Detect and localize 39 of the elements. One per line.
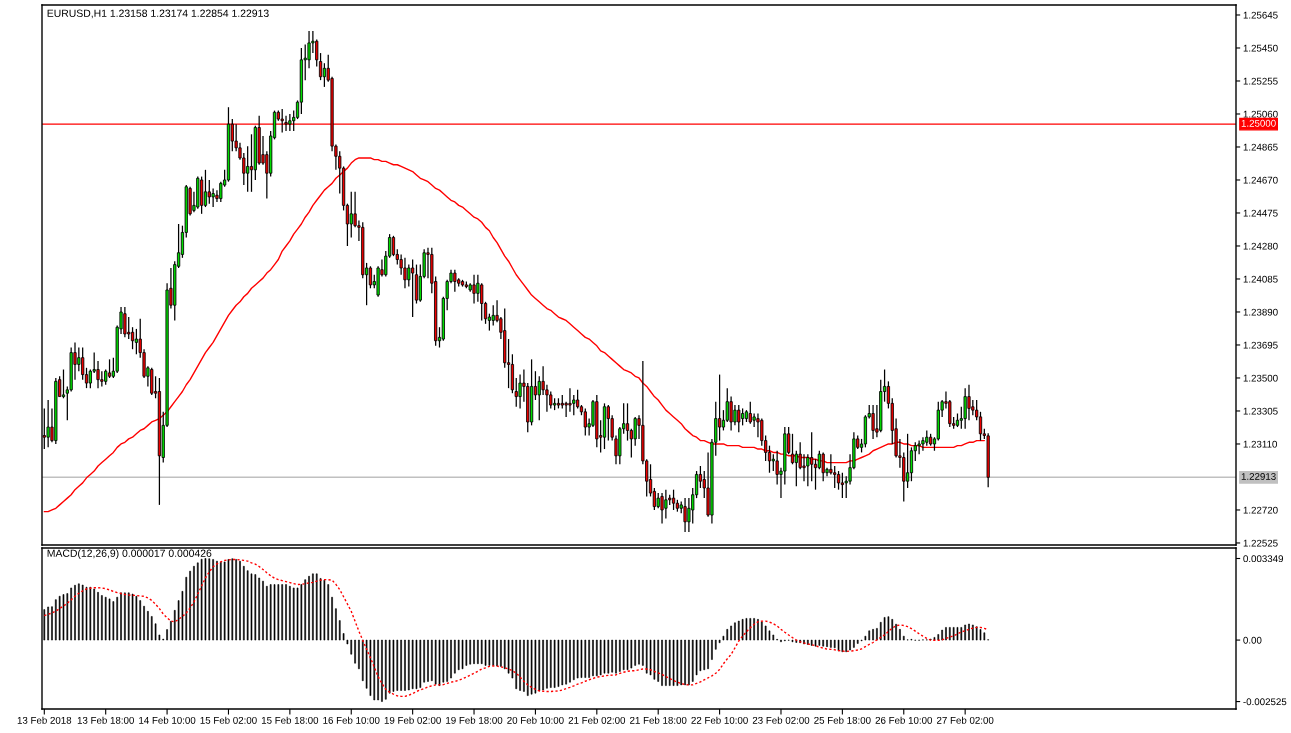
- y-tick-label: 1.23500: [1243, 374, 1278, 382]
- y-tick-label: 1.25450: [1243, 44, 1278, 52]
- y-tick-label: 1.25060: [1243, 110, 1278, 118]
- x-tick-label: 20 Feb 10:00: [507, 716, 564, 724]
- y-tick-label: 0.003349: [1243, 555, 1284, 563]
- y-tick-label: 1.24865: [1243, 143, 1278, 151]
- x-tick-label: 27 Feb 02:00: [937, 716, 994, 724]
- x-tick-label: 14 Feb 10:00: [139, 716, 196, 724]
- y-tick-label: 1.24085: [1243, 275, 1278, 283]
- x-tick-label: 21 Feb 02:00: [568, 716, 626, 724]
- x-tick-label: 26 Feb 10:00: [875, 716, 933, 724]
- y-tick-label: 1.23890: [1243, 308, 1278, 316]
- y-tick-label: -0.002525: [1243, 698, 1287, 706]
- x-tick-label: 21 Feb 18:00: [630, 716, 687, 724]
- x-tick-label: 13 Feb 18:00: [77, 716, 134, 724]
- x-tick-label: 25 Feb 18:00: [814, 716, 871, 724]
- ref-line-label: 1.25000: [1241, 119, 1276, 127]
- y-tick-label: 1.23110: [1243, 440, 1277, 448]
- x-tick-label: 19 Feb 02:00: [384, 716, 441, 724]
- y-tick-label: 1.25645: [1243, 11, 1278, 19]
- y-tick-label: 1.25255: [1243, 77, 1278, 85]
- chart-title: MACD(12,26,9) 0.000017 0.000426: [47, 549, 212, 559]
- chart-title: EURUSD,H1 1.23158 1.23174 1.22854 1.22913: [47, 9, 269, 19]
- y-tick-label: 1.24670: [1243, 176, 1278, 184]
- y-tick-label: 1.22720: [1243, 506, 1278, 514]
- y-tick-label: 1.24280: [1243, 242, 1278, 250]
- y-tick-label: 1.23305: [1243, 407, 1278, 415]
- y-tick-label: 1.22525: [1243, 539, 1278, 547]
- x-tick-label: 22 Feb 10:00: [691, 716, 748, 724]
- ref-line-label: 1.22913: [1241, 473, 1276, 480]
- x-tick-label: 15 Feb 18:00: [261, 716, 319, 724]
- x-tick-label: 13 Feb 2018: [17, 716, 72, 724]
- y-tick-label: 0.00: [1243, 636, 1262, 644]
- y-tick-label: 1.24475: [1243, 209, 1278, 217]
- x-tick-label: 23 Feb 02:00: [752, 716, 810, 724]
- x-tick-label: 19 Feb 18:00: [446, 716, 503, 724]
- y-tick-label: 1.23695: [1243, 341, 1278, 349]
- x-tick-label: 16 Feb 10:00: [323, 716, 380, 724]
- x-tick-label: 15 Feb 02:00: [200, 716, 257, 724]
